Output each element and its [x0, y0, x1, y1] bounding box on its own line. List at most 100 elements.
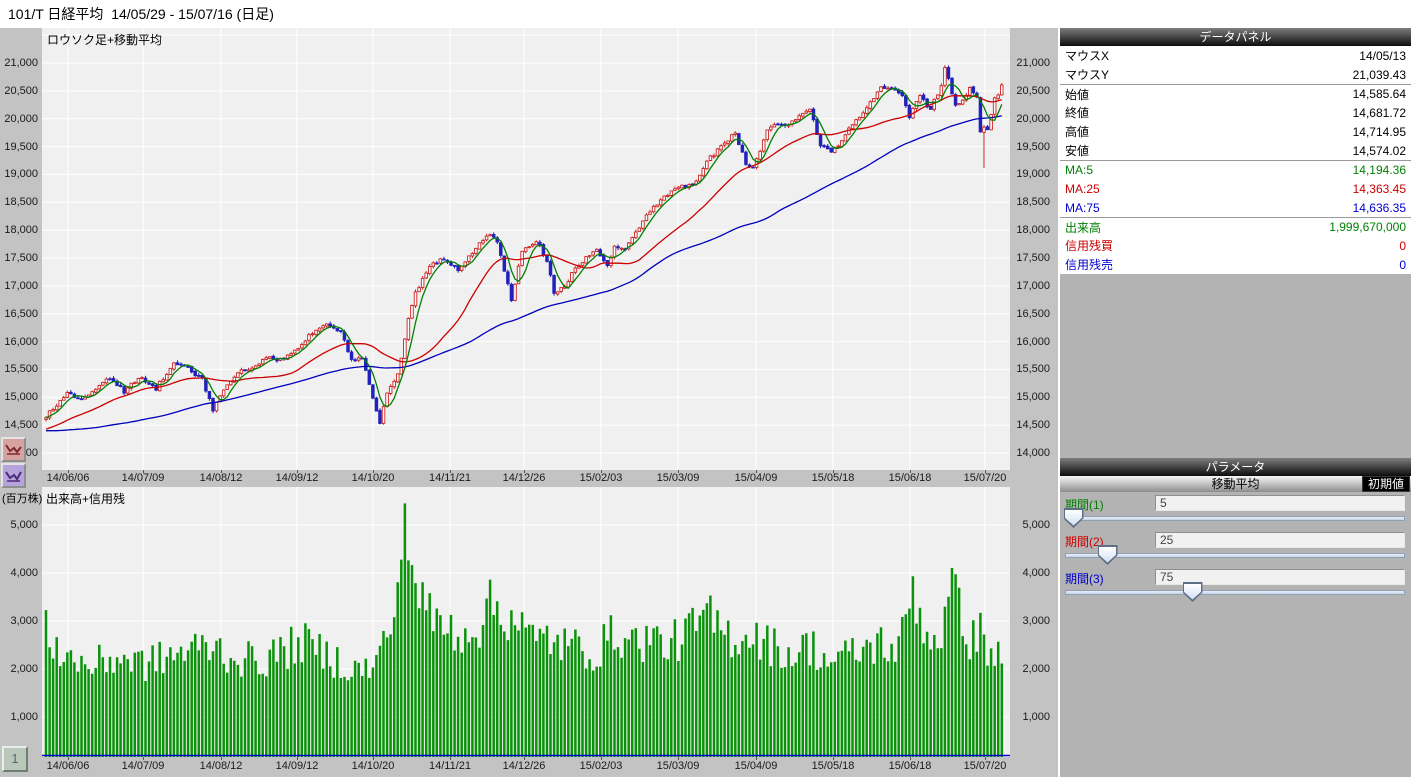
y-axis-label: 1,000: [10, 711, 38, 723]
axis-tick: [221, 757, 222, 760]
reset-defaults-button[interactable]: 初期値: [1361, 476, 1410, 492]
axis-tick: [601, 470, 602, 473]
slider-thumb[interactable]: [1097, 545, 1118, 565]
row-value: 0: [1399, 238, 1406, 253]
slider-value-field[interactable]: 25: [1155, 532, 1405, 548]
y-axis-label: 17,500: [4, 252, 38, 264]
axis-tick: [373, 757, 374, 760]
x-axis-label: 15/02/03: [579, 472, 623, 484]
y-axis-label: 18,500: [4, 196, 38, 209]
y-axis-label: 17,000: [1016, 279, 1050, 292]
y-axis-label: 18,500: [1016, 196, 1050, 209]
x-axis-label: 14/09/12: [275, 472, 319, 484]
row-label: 終値: [1065, 106, 1090, 120]
x-axis-label: 14/07/09: [121, 760, 165, 772]
axis-tick: [450, 470, 451, 473]
y-axis-label: 14,500: [4, 419, 38, 432]
row-label: 出来高: [1065, 220, 1102, 235]
axis-tick: [297, 757, 298, 760]
row-label: 安値: [1065, 144, 1090, 158]
y-axis-label: 16,500: [1016, 307, 1050, 320]
row-value: 21,039.43: [1352, 67, 1406, 82]
axis-tick: [985, 470, 986, 473]
y-axis-label: 19,000: [4, 168, 38, 181]
y-axis-label: 20,000: [4, 112, 38, 125]
x-axis-label: 14/08/12: [199, 472, 243, 484]
axis-tick: [833, 470, 834, 473]
row-label: 信用残売: [1065, 258, 1114, 272]
axis-tick: [678, 470, 679, 473]
y-axis-label: 19,500: [1016, 140, 1050, 153]
axis-tick: [756, 757, 757, 760]
volume-plot-area[interactable]: [42, 487, 1010, 757]
parameter-subheader: 移動平均 初期値: [1060, 476, 1411, 492]
data-panel-row-low: 安値 14,574.02: [1060, 141, 1411, 160]
x-axis-label: 15/05/18: [811, 472, 855, 484]
axis-tick: [297, 470, 298, 473]
data-panel-row-volume: 出来高 1,999,670,000: [1060, 217, 1411, 236]
candlestick-chart[interactable]: [42, 28, 1010, 470]
y-axis-label: 15,500: [4, 363, 38, 376]
row-value: 1,999,670,000: [1329, 220, 1406, 234]
axis-tick: [221, 470, 222, 473]
data-panel-row-close: 終値 14,681.72: [1060, 103, 1411, 122]
axis-tick: [756, 470, 757, 473]
x-axis-label: 14/11/21: [428, 760, 472, 772]
row-value: 14,636.35: [1352, 200, 1406, 215]
axis-tick: [833, 757, 834, 760]
slider-thumb[interactable]: [1063, 508, 1084, 528]
data-panel-row-mouse-y: マウスY 21,039.43: [1060, 65, 1411, 84]
slider-track[interactable]: [1065, 590, 1405, 595]
slider-group-period-2: 期間(2) 25: [1060, 532, 1411, 566]
slider-value-field[interactable]: 75: [1155, 569, 1405, 585]
row-label: 高値: [1065, 125, 1090, 139]
candlestick-plot-area[interactable]: [42, 28, 1010, 470]
y-axis-label: 16,500: [4, 307, 38, 320]
slider-value-field[interactable]: 5: [1155, 495, 1405, 511]
slider-label: 期間(3): [1065, 572, 1104, 586]
x-axis-label: 15/07/20: [963, 760, 1007, 772]
slider-track[interactable]: [1065, 553, 1405, 558]
slider-label: 期間(2): [1065, 535, 1104, 549]
y-axis-label: 15,000: [4, 391, 38, 404]
slider-list: 期間(1) 5 期間(2) 25 期間(3) 75: [1060, 495, 1411, 603]
volume-chart[interactable]: [42, 487, 1010, 757]
line-chart-icon: [4, 466, 23, 485]
data-panel-row-credit-buy: 信用残買 0: [1060, 236, 1411, 255]
slider-group-period-1: 期間(1) 5: [1060, 495, 1411, 529]
slider-thumb[interactable]: [1182, 582, 1203, 602]
y-axis-label: 5,000: [1022, 519, 1050, 531]
x-axis-label: 15/06/18: [888, 760, 932, 772]
row-label: 始値: [1065, 87, 1090, 102]
y-axis-label: 18,000: [1016, 224, 1050, 237]
row-label: 信用残買: [1065, 239, 1114, 253]
data-panel-row-ma5: MA:5 14,194.36: [1060, 160, 1411, 179]
main-chart-caption: ロウソク足+移動平均: [47, 33, 163, 47]
page-1-button[interactable]: 1: [2, 746, 28, 772]
axis-tick: [143, 757, 144, 760]
axis-tick: [143, 470, 144, 473]
row-label: MA:75: [1065, 200, 1100, 215]
y-axis-label: 21,000: [4, 57, 38, 69]
x-axis-label: 14/06/06: [46, 760, 90, 772]
x-axis-label: 14/07/09: [121, 472, 165, 484]
chart-title: 101/T 日経平均 14/05/29 - 15/07/16 (日足): [0, 0, 1411, 28]
slider-track[interactable]: [1065, 516, 1405, 521]
chart-style-button-purple[interactable]: [1, 463, 26, 488]
row-label: MA:25: [1065, 181, 1100, 196]
x-axis-label: 15/04/09: [734, 472, 778, 484]
x-axis-label: 15/02/03: [579, 760, 623, 772]
axis-tick: [68, 757, 69, 760]
y-axis-label: 18,000: [4, 224, 38, 237]
y-axis-label: 3,000: [1022, 615, 1050, 627]
data-panel-row-ma25: MA:25 14,363.45: [1060, 179, 1411, 198]
row-value: 14/05/13: [1359, 48, 1406, 63]
y-axis-label: 5,000: [10, 519, 38, 531]
y-axis-label: 20,500: [4, 84, 38, 97]
chart-style-button-red[interactable]: [1, 437, 26, 462]
y-axis-label: 16,000: [1016, 335, 1050, 348]
y-axis-label: 21,000: [1016, 57, 1050, 69]
y-axis-label: 15,000: [1016, 391, 1050, 404]
axis-tick: [524, 757, 525, 760]
